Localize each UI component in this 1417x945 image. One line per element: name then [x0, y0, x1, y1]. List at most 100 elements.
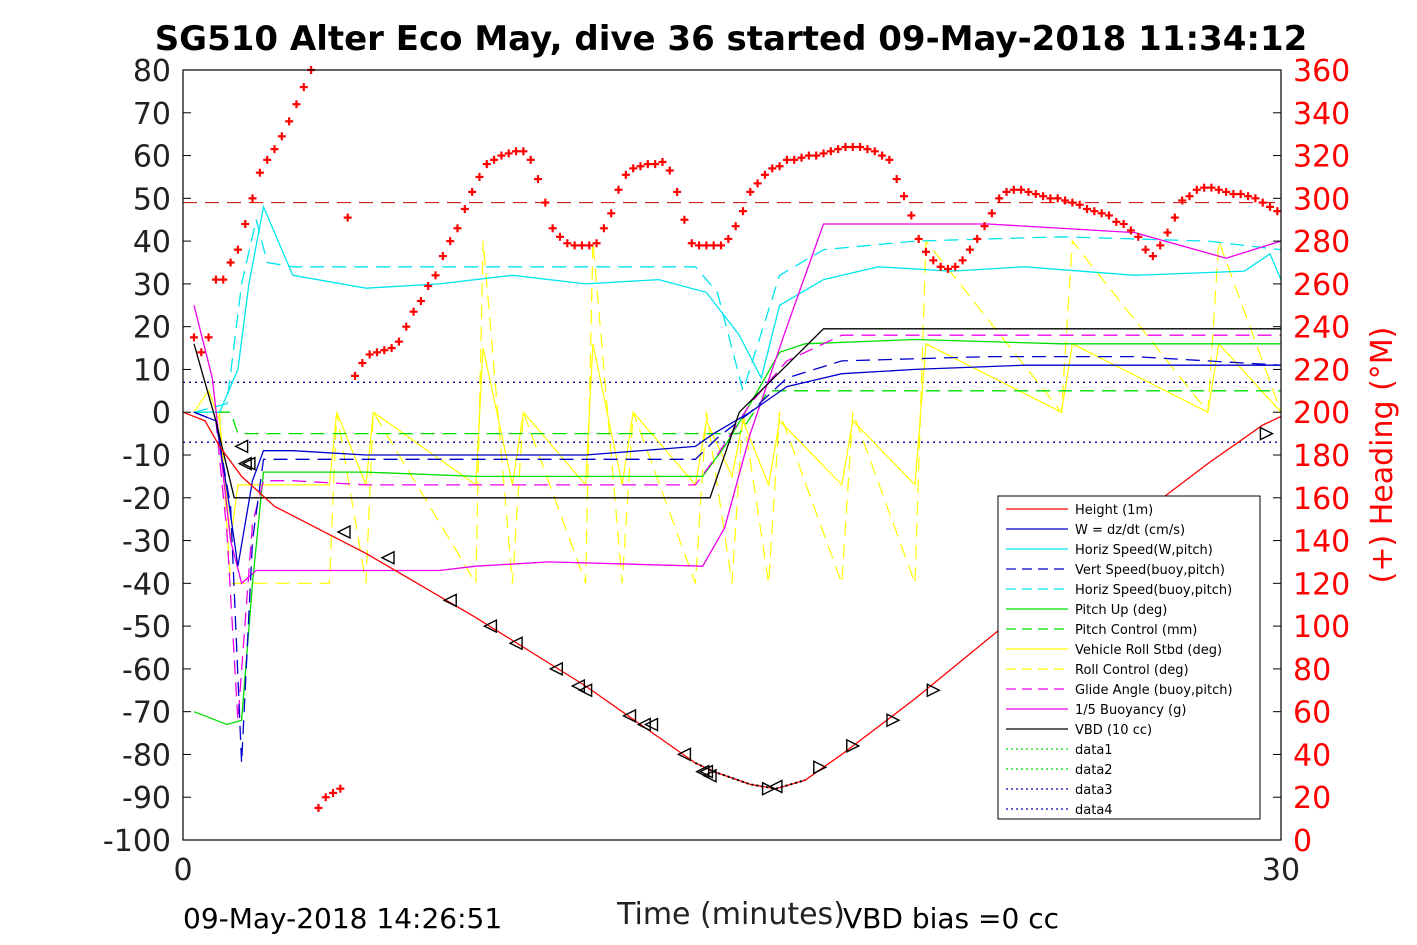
y2-tick-label: 280 — [1293, 225, 1350, 260]
heading-point — [826, 147, 835, 156]
waypoint-marker-down — [676, 747, 692, 762]
legend-label-height: Height (1m) — [1075, 503, 1153, 518]
y-tick-label: 10 — [133, 353, 171, 388]
heading-point — [621, 170, 630, 179]
heading-point — [577, 241, 586, 250]
y-tick-label: 30 — [133, 268, 171, 303]
y2-tick-label: 340 — [1293, 97, 1350, 132]
heading-point — [1148, 252, 1157, 261]
heading-point — [1200, 183, 1209, 192]
heading-point — [680, 215, 689, 224]
series-horiz_buoy-line — [193, 219, 1282, 413]
heading-point — [563, 239, 572, 248]
heading-point — [1251, 194, 1260, 203]
series-roll_ctrl-line — [194, 239, 1282, 586]
heading-point — [1192, 185, 1201, 194]
legend-label-data4: data4 — [1075, 803, 1113, 818]
heading-point — [1031, 190, 1040, 199]
heading-point — [336, 784, 345, 793]
heading-point — [534, 175, 543, 184]
y2-tick-label: 40 — [1293, 738, 1331, 773]
heading-point — [387, 344, 396, 353]
y2-tick-label: 0 — [1293, 824, 1312, 859]
heading-point — [263, 155, 272, 164]
series-w-line — [193, 364, 1281, 567]
heading-point — [1061, 196, 1070, 205]
heading-point — [1009, 185, 1018, 194]
x-axis-label: Time (minutes) — [616, 897, 845, 932]
heading-layer — [189, 66, 1282, 812]
y2-tick-label: 240 — [1293, 311, 1350, 346]
waypoint-marker-down — [768, 779, 783, 794]
legend-label-glide: Glide Angle (buoy,pitch) — [1075, 683, 1233, 698]
waypoint-marker-down — [702, 768, 717, 783]
heading-point — [892, 175, 901, 184]
y-tick-label: -80 — [122, 738, 171, 773]
series-vbd-line — [193, 328, 1281, 499]
heading-point — [365, 350, 374, 359]
heading-point — [1214, 185, 1223, 194]
heading-point — [380, 346, 389, 355]
heading-point — [607, 209, 616, 218]
heading-point — [424, 282, 433, 291]
heading-point — [189, 333, 198, 342]
heading-point — [878, 151, 887, 160]
heading-point — [248, 194, 257, 203]
heading-point — [665, 166, 674, 175]
legend-label-pitch: Pitch Up (deg) — [1075, 603, 1167, 618]
heading-point — [614, 185, 623, 194]
legend-label-w: W = dz/dt (cm/s) — [1075, 523, 1185, 538]
heading-point — [702, 241, 711, 250]
legend-label-vert_buoy: Vert Speed(buoy,pitch) — [1075, 563, 1225, 578]
heading-point — [555, 232, 564, 241]
heading-point — [585, 241, 594, 250]
legend-label-data1: data1 — [1075, 743, 1113, 758]
heading-point — [592, 239, 601, 248]
heading-point — [1207, 183, 1216, 192]
heading-point — [351, 371, 360, 380]
y-tick-label: 60 — [133, 140, 171, 175]
y-axis-left: 80 70 60 50 40 30 20 10 0 -10 -20 -30 -40 -50 -60 -70 -8… — [103, 54, 191, 859]
heading-point — [885, 155, 894, 164]
y2-axis-label: (+) Heading (°M) — [1365, 327, 1400, 584]
y2-tick-label: 220 — [1293, 353, 1350, 388]
y2-tick-label: 300 — [1293, 182, 1350, 217]
heading-point — [519, 147, 528, 156]
y2-tick-label: 360 — [1293, 54, 1350, 89]
x-tick-label: 0 — [173, 853, 192, 888]
y-tick-label: 80 — [133, 54, 171, 89]
heading-point — [497, 151, 506, 160]
x-axis: 0 30 — [173, 832, 1300, 888]
heading-point — [1163, 228, 1172, 237]
heading-point — [219, 275, 228, 284]
heading-point — [1002, 187, 1011, 196]
heading-point — [1046, 194, 1055, 203]
legend-label-data2: data2 — [1075, 763, 1113, 778]
heading-point — [921, 247, 930, 256]
heading-point — [782, 155, 791, 164]
x-tick-label: 30 — [1262, 853, 1300, 888]
heading-point — [394, 337, 403, 346]
heading-point — [402, 322, 411, 331]
heading-point — [1229, 190, 1238, 199]
heading-point — [321, 793, 330, 802]
heading-point — [526, 155, 535, 164]
heading-point — [965, 245, 974, 254]
heading-point — [1097, 209, 1106, 218]
legend: Height (1m) W = dz/dt (cm/s) Horiz Speed(W… — [997, 495, 1261, 820]
heading-point — [746, 187, 755, 196]
marker-layer — [234, 426, 1274, 796]
legend-box — [997, 495, 1261, 820]
heading-point — [599, 224, 608, 233]
waypoint-marker-down — [570, 678, 585, 694]
heading-point — [211, 275, 220, 284]
waypoint-marker-down — [508, 636, 523, 651]
heading-point — [1039, 192, 1048, 201]
heading-point — [475, 172, 484, 181]
heading-point — [1258, 198, 1267, 207]
y-tick-label: -20 — [122, 482, 171, 517]
y-tick-label: -50 — [122, 610, 171, 645]
waypoint-marker-down — [548, 661, 563, 677]
heading-point — [1141, 245, 1150, 254]
